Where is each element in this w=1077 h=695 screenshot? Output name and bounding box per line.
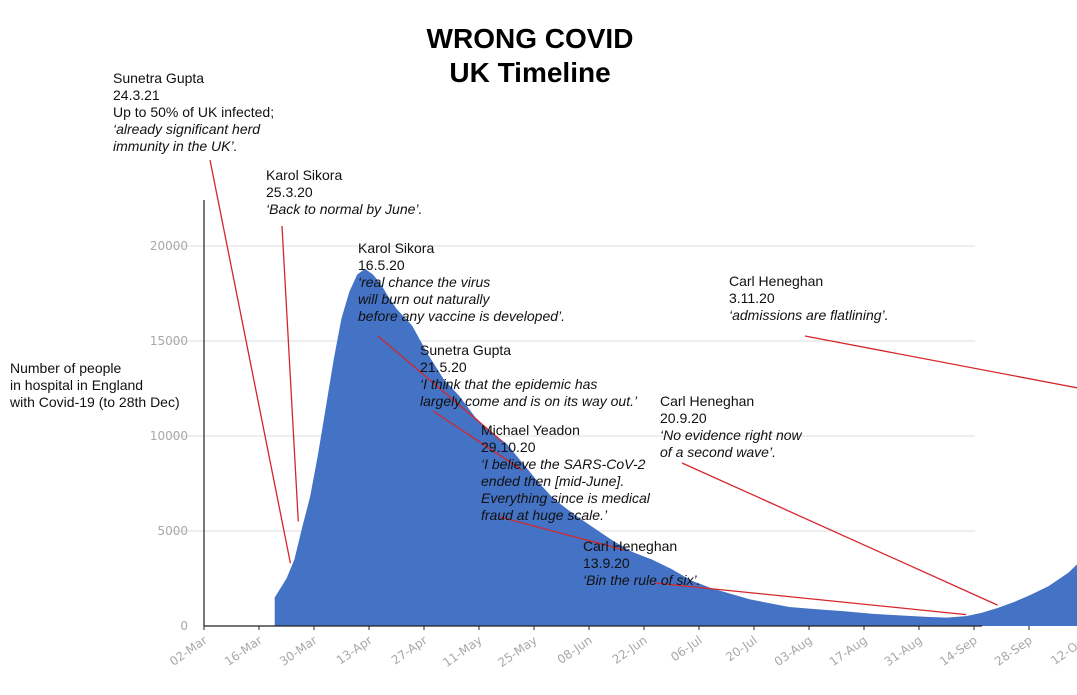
y-tick-label: 0 bbox=[180, 619, 188, 633]
annotation-quote-1: ‘I think that the epidemic has bbox=[420, 376, 598, 392]
annotation-text: Up to 50% of UK infected; bbox=[113, 104, 275, 120]
y-axis-label-line-3: with Covid-19 (to 28th Dec) bbox=[10, 394, 180, 410]
leader-line-sikora2 bbox=[377, 335, 503, 443]
annotation-quote-3: before any vaccine is developed’. bbox=[358, 308, 566, 324]
y-tick-label: 10000 bbox=[150, 429, 188, 443]
annotation-name: Karol Sikora bbox=[266, 167, 343, 183]
leader-line-yeadon bbox=[499, 516, 625, 551]
hospital-area-series bbox=[274, 268, 1077, 626]
x-tick-label: 22-Jun bbox=[610, 633, 650, 667]
annotation-name: Michael Yeadon bbox=[481, 422, 580, 438]
annotation-gupta-2: Sunetra Gupta 21.5.20 ‘I think that the … bbox=[420, 342, 637, 410]
x-tick-label: 27-Apr bbox=[389, 633, 430, 668]
annotation-gupta-1: Sunetra Gupta 24.3.21 Up to 50% of UK in… bbox=[113, 70, 274, 155]
x-tick-label: 20-Jul bbox=[723, 633, 759, 664]
x-tick-label: 28-Sep bbox=[992, 633, 1035, 669]
y-axis-label: Number of people in hospital in England … bbox=[10, 360, 180, 411]
annotation-date: 21.5.20 bbox=[420, 359, 467, 375]
annotation-name: Sunetra Gupta bbox=[113, 70, 205, 86]
annotation-quote-2: will burn out naturally bbox=[358, 291, 490, 307]
x-tick-label: 11-May bbox=[440, 633, 484, 670]
leader-line-heneghan3 bbox=[804, 335, 1077, 389]
chart-title: WRONG COVID UK Timeline bbox=[330, 22, 730, 90]
annotation-quote-1: ‘No evidence right now bbox=[660, 427, 802, 443]
annotation-date: 25.3.20 bbox=[266, 184, 313, 200]
annotation-quote-1: ‘already significant herd bbox=[113, 121, 261, 137]
annotation-quote-1: ‘Back to normal by June’. bbox=[266, 201, 423, 217]
annotation-heneghan-1: Carl Heneghan 13.9.20 ‘Bin the rule of s… bbox=[583, 538, 701, 589]
x-tick-label: 17-Aug bbox=[827, 633, 870, 669]
annotation-quote-2: largely come and is on its way out.’ bbox=[420, 393, 638, 409]
annotation-leader-lines bbox=[209, 159, 1077, 616]
axes bbox=[203, 200, 982, 627]
y-axis-label-line-1: Number of people bbox=[10, 360, 122, 376]
annotation-name: Sunetra Gupta bbox=[420, 342, 512, 358]
x-tick-label: 14-Sep bbox=[937, 633, 980, 669]
x-tick-label: 16-Mar bbox=[222, 633, 265, 669]
x-tick-label: 25-May bbox=[495, 633, 539, 670]
chart-title-line-2: UK Timeline bbox=[449, 57, 611, 88]
annotation-quote-1: ‘Bin the rule of six’. bbox=[583, 572, 701, 588]
x-tick-label: 13-Apr bbox=[334, 633, 375, 668]
annotation-quote-2: of a second wave’. bbox=[660, 444, 776, 460]
x-tick-label: 02-Mar bbox=[167, 633, 210, 669]
annotation-date: 16.5.20 bbox=[358, 257, 405, 273]
y-tick-labels: 0 5000 10000 15000 20000 bbox=[150, 239, 188, 633]
annotation-date: 20.9.20 bbox=[660, 410, 707, 426]
y-tick-label: 15000 bbox=[150, 334, 188, 348]
annotation-name: Karol Sikora bbox=[358, 240, 435, 256]
leader-line-sikora1 bbox=[281, 225, 299, 522]
annotation-quote-2: ended then [mid-June]. bbox=[481, 473, 625, 489]
annotation-date: 24.3.21 bbox=[113, 87, 160, 103]
leader-line-heneghan2 bbox=[681, 462, 998, 606]
annotation-quote-1: ‘real chance the virus bbox=[358, 274, 491, 290]
annotation-date: 3.11.20 bbox=[729, 290, 775, 306]
y-axis-label-line-2: in hospital in England bbox=[10, 377, 144, 393]
annotation-yeadon: Michael Yeadon 29.10.20 ‘I believe the S… bbox=[481, 422, 650, 524]
annotation-sikora-2: Karol Sikora 16.5.20 ‘real chance the vi… bbox=[358, 240, 565, 325]
leader-line-gupta2 bbox=[432, 410, 523, 471]
annotation-name: Carl Heneghan bbox=[729, 273, 824, 289]
annotation-date: 29.10.20 bbox=[481, 439, 536, 455]
x-tick-label: 06-Jul bbox=[668, 633, 704, 664]
annotation-heneghan-3: Carl Heneghan 3.11.20 ‘admissions are fl… bbox=[729, 273, 889, 324]
chart-title-line-1: WRONG COVID bbox=[426, 23, 634, 54]
y-tick-label: 20000 bbox=[150, 239, 188, 253]
x-tick-labels: 02-Mar 16-Mar 30-Mar 13-Apr 27-Apr 11-May 25-M… bbox=[167, 626, 1077, 670]
x-tick-label: 31-Aug bbox=[882, 633, 925, 669]
x-tick-label: 03-Aug bbox=[772, 633, 815, 669]
x-tick-label: 08-Jun bbox=[555, 633, 595, 667]
annotation-quote-4: fraud at huge scale.’ bbox=[481, 507, 608, 523]
leader-line-heneghan1 bbox=[654, 582, 967, 616]
annotation-sikora-1: Karol Sikora 25.3.20 ‘Back to normal by … bbox=[266, 167, 422, 218]
y-tick-label: 5000 bbox=[157, 524, 188, 538]
annotation-quote-1: ‘admissions are flatlining’. bbox=[729, 307, 889, 323]
x-tick-label: 12-Oct bbox=[1048, 633, 1077, 668]
annotation-heneghan-2: Carl Heneghan 20.9.20 ‘No evidence right… bbox=[660, 393, 802, 461]
annotation-quote-3: Everything since is medical bbox=[481, 490, 650, 506]
annotation-name: Carl Heneghan bbox=[660, 393, 755, 409]
annotation-name: Carl Heneghan bbox=[583, 538, 678, 554]
annotation-quote-1: ‘I believe the SARS-CoV-2 bbox=[481, 456, 646, 472]
annotation-quote-2: immunity in the UK’. bbox=[113, 138, 238, 154]
leader-line-gupta1 bbox=[209, 159, 292, 564]
x-tick-label: 30-Mar bbox=[277, 633, 320, 669]
annotation-date: 13.9.20 bbox=[583, 555, 630, 571]
